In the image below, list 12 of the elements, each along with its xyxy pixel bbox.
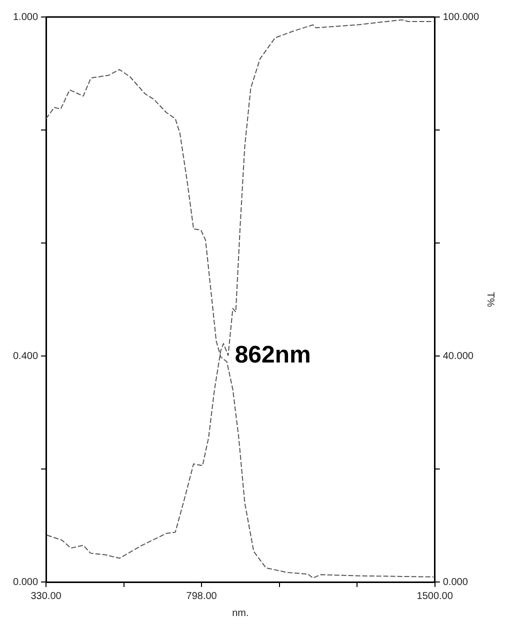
y-tick-label: 0.000 [12, 576, 38, 588]
x-axis-title: nm. [232, 608, 249, 619]
y2-axis-title: T% [484, 292, 496, 308]
y-tick-label: 0.400 [12, 350, 38, 362]
x-tick-label: 330.00 [30, 590, 62, 602]
x-tick-label: 1500.00 [416, 590, 454, 602]
annotation: 862nm [234, 342, 311, 369]
x-tick-label: 798.00 [186, 590, 218, 602]
y-tick-label: 1.000 [12, 12, 38, 23]
y2-tick-label: 0.000 [442, 576, 468, 588]
y2-tick-label: 40.000 [442, 350, 474, 362]
y2-tick-label: 100.000 [442, 12, 480, 23]
